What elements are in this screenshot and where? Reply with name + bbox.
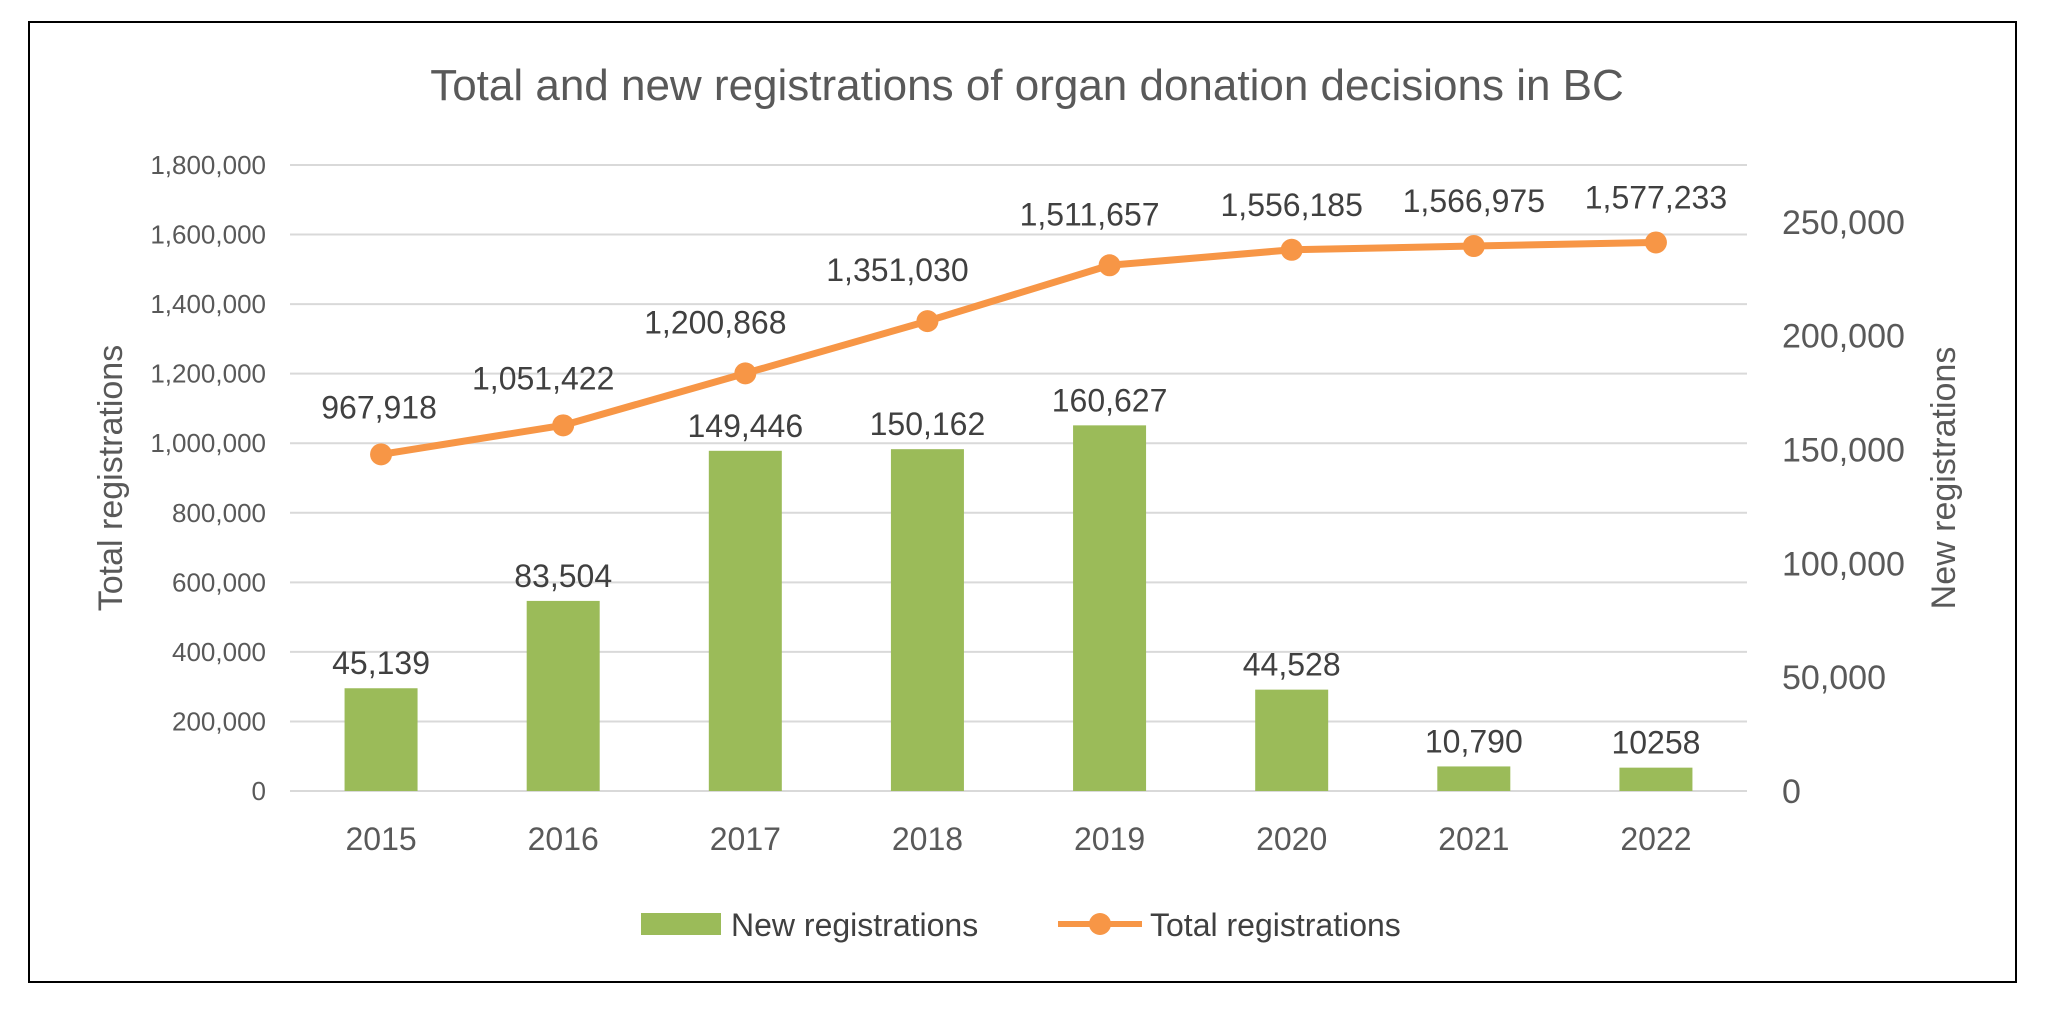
bar-data-label: 149,446 [687, 408, 803, 444]
bar [890, 449, 964, 791]
line-data-label: 1,051,422 [472, 360, 614, 396]
bar-data-label: 160,627 [1052, 382, 1168, 418]
right-axis-title: New registrations [1925, 347, 1963, 610]
line-marker [552, 414, 575, 437]
x-tick-label: 2018 [892, 821, 963, 857]
x-tick-label: 2021 [1438, 821, 1509, 857]
x-tick-label: 2015 [345, 821, 416, 857]
chart-title: Total and new registrations of organ don… [430, 61, 1624, 110]
bar [344, 688, 418, 791]
x-tick-label: 2019 [1074, 821, 1145, 857]
total-line [380, 238, 1657, 458]
line-data-label: 1,577,233 [1585, 179, 1727, 215]
bar [1437, 766, 1511, 791]
x-tick-label: 2016 [528, 821, 599, 857]
line-marker [1462, 235, 1485, 258]
line-data-label: 1,511,657 [1020, 196, 1160, 232]
left-tick-label: 400,000 [172, 637, 266, 667]
line-data-labels: 967,918 1,051,422 1,200,868 1,351,030 1,511,… [321, 179, 1727, 425]
left-tick-label: 0 [252, 776, 266, 806]
left-tick-label: 200,000 [172, 706, 266, 736]
line-marker [1644, 231, 1667, 254]
right-tick-label: 100,000 [1782, 545, 1905, 583]
legend-swatch-total-marker [1089, 913, 1111, 935]
left-tick-label: 1,600,000 [150, 220, 266, 250]
bar-data-label: 10258 [1611, 725, 1700, 761]
line-data-label: 1,566,975 [1403, 183, 1545, 219]
left-tick-label: 1,000,000 [150, 428, 266, 458]
bar [708, 450, 782, 791]
line-marker [734, 362, 757, 385]
x-tick-label: 2017 [710, 821, 781, 857]
line-series [370, 231, 1667, 466]
right-tick-label: 50,000 [1782, 659, 1886, 697]
line-marker [370, 443, 393, 466]
legend-swatch-new [641, 913, 721, 935]
line-marker [1098, 254, 1121, 277]
left-tick-label: 1,200,000 [150, 359, 266, 389]
left-tick-label: 800,000 [172, 498, 266, 528]
x-tick-label: 2020 [1256, 821, 1327, 857]
left-tick-label: 600,000 [172, 567, 266, 597]
left-tick-label: 1,800,000 [150, 150, 266, 180]
left-axis-ticks: 0 200,000 400,000 600,000 800,000 1,000,000 1,… [150, 150, 266, 806]
bar [526, 600, 600, 791]
bar-data-label: 10,790 [1425, 723, 1523, 759]
bar-data-label: 44,528 [1243, 647, 1341, 683]
bar-data-label: 83,504 [514, 558, 612, 594]
right-tick-label: 200,000 [1782, 318, 1905, 356]
left-axis-title: Total registrations [92, 345, 130, 611]
legend-label-total: Total registrations [1150, 907, 1401, 943]
bar [1073, 425, 1147, 791]
line-marker [1280, 238, 1303, 261]
left-tick-label: 1,400,000 [150, 289, 266, 319]
right-tick-label: 0 [1782, 773, 1801, 811]
legend: New registrations Total registrations [641, 907, 1401, 943]
line-data-label: 1,351,030 [826, 252, 968, 288]
bar-series [344, 425, 1693, 791]
bar-data-label: 150,162 [870, 406, 986, 442]
right-tick-label: 150,000 [1782, 432, 1905, 470]
legend-label-new: New registrations [731, 907, 978, 943]
right-axis-ticks: 0 50,000 100,000 150,000 200,000 250,000 [1782, 204, 1905, 811]
bar-data-label: 45,139 [332, 645, 430, 681]
x-tick-label: 2022 [1620, 821, 1691, 857]
line-marker [916, 310, 939, 333]
line-data-label: 1,200,868 [644, 304, 786, 340]
bar [1619, 767, 1693, 791]
line-data-label: 967,918 [321, 389, 437, 425]
x-axis-ticks: 2015 2016 2017 2018 2019 2020 2021 2022 [345, 821, 1691, 857]
bar-data-labels: 45,139 83,504 149,446 150,162 160,627 44,528 1… [332, 382, 1700, 760]
chart-frame [28, 21, 2017, 983]
right-tick-label: 250,000 [1782, 204, 1905, 242]
bar [1255, 689, 1329, 791]
line-data-label: 1,556,185 [1221, 187, 1363, 223]
